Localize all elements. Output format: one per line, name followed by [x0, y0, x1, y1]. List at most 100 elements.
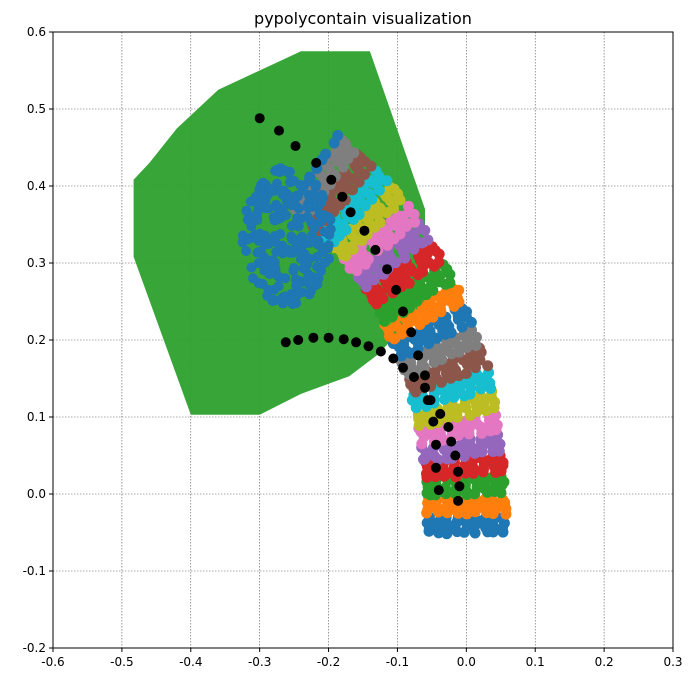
band-point: [385, 215, 397, 227]
x-tick-label: -0.6: [41, 655, 64, 669]
black-point: [290, 141, 301, 151]
black-point: [326, 174, 337, 185]
blue-cluster-point: [304, 173, 315, 184]
blue-cluster-point: [266, 255, 277, 266]
blue-cluster-point: [293, 275, 304, 286]
black-point: [351, 337, 362, 348]
blue-cluster-point: [307, 230, 317, 241]
blue-cluster-point: [307, 201, 318, 212]
blue-cluster-point: [265, 184, 276, 195]
black-point: [453, 495, 464, 506]
x-tick-label: 0.3: [663, 655, 682, 669]
black-point: [338, 334, 349, 345]
plot-area: [133, 51, 512, 540]
y-tick-label: -0.2: [23, 641, 46, 655]
blue-cluster-point: [281, 210, 292, 221]
blue-cluster-point: [319, 257, 330, 268]
blue-cluster-point: [325, 224, 336, 235]
blue-cluster-point: [272, 214, 283, 225]
black-point: [280, 337, 291, 348]
blue-cluster-point: [304, 237, 315, 248]
blue-cluster-point: [241, 246, 252, 256]
black-point: [425, 395, 436, 406]
axis-ticks: -0.6 -0.5 -0.4 -0.3 -0.2 -0.1 0.0 0.1 0.2 0.3 -0.2…: [23, 25, 683, 669]
band-point: [409, 216, 421, 228]
blue-cluster-point: [286, 192, 297, 203]
blue-cluster-point: [304, 275, 315, 285]
blue-cluster-point: [298, 263, 309, 274]
blue-cluster-point: [277, 298, 288, 309]
blue-cluster-point: [313, 273, 324, 284]
blue-cluster-point: [279, 185, 289, 196]
black-point: [446, 436, 457, 447]
black-point: [450, 450, 461, 461]
blue-cluster-point: [306, 217, 317, 228]
blue-cluster-point: [304, 289, 315, 300]
chart-title: pypolycontain visualization: [254, 9, 472, 28]
black-point: [435, 408, 446, 419]
black-point: [254, 113, 265, 124]
blue-cluster-point: [254, 247, 265, 257]
blue-cluster-point: [307, 189, 318, 200]
blue-cluster-point: [246, 262, 257, 273]
blue-cluster-point: [269, 295, 280, 306]
x-tick-label: -0.3: [248, 655, 271, 669]
black-point: [420, 382, 430, 393]
black-point: [311, 157, 322, 168]
blue-cluster-point: [304, 253, 315, 264]
x-tick-label: 0.1: [526, 655, 545, 669]
blue-cluster-point: [252, 208, 263, 219]
y-tick-label: 0.5: [27, 102, 46, 116]
black-point: [433, 485, 444, 496]
blue-cluster-point: [315, 217, 326, 227]
black-point: [454, 481, 465, 492]
y-tick-label: 0.4: [27, 179, 46, 193]
blue-cluster-point: [297, 231, 308, 242]
black-point: [308, 332, 319, 343]
black-point: [431, 462, 441, 473]
blue-cluster-point: [291, 216, 302, 227]
blue-cluster-point: [241, 205, 252, 216]
x-tick-label: -0.4: [179, 655, 202, 669]
blue-cluster-point: [273, 281, 284, 292]
x-tick-label: -0.1: [386, 655, 409, 669]
black-point: [453, 466, 464, 477]
black-point: [409, 372, 419, 382]
black-point: [382, 264, 393, 275]
x-tick-label: 0.0: [457, 655, 476, 669]
black-point: [363, 341, 374, 352]
black-point: [443, 422, 454, 432]
blue-cluster-point: [296, 243, 307, 254]
blue-cluster-point: [242, 234, 253, 245]
blue-cluster-point: [289, 263, 299, 273]
y-tick-label: 0.3: [27, 256, 46, 270]
blue-cluster-point: [286, 231, 297, 242]
blue-cluster-point: [258, 189, 269, 200]
blue-cluster-point: [295, 179, 306, 190]
blue-cluster-point: [270, 237, 281, 248]
y-tick-label: 0.1: [27, 410, 46, 424]
x-tick-label: -0.2: [317, 655, 340, 669]
black-point: [345, 207, 356, 218]
black-point: [388, 353, 399, 364]
black-point: [370, 244, 381, 255]
blue-cluster-point: [262, 290, 273, 301]
blue-cluster-point: [253, 278, 264, 289]
blue-cluster-point: [289, 294, 299, 305]
black-point: [413, 350, 424, 361]
y-tick-label: 0.2: [27, 333, 46, 347]
blue-cluster-point: [324, 213, 335, 224]
blue-cluster-point: [260, 203, 271, 214]
band-point: [482, 360, 494, 372]
black-point: [274, 125, 284, 136]
black-point: [375, 346, 386, 357]
black-point: [398, 306, 408, 317]
blue-cluster-point: [264, 269, 275, 280]
x-tick-label: 0.2: [595, 655, 614, 669]
black-point: [323, 332, 334, 343]
blue-cluster-point: [274, 167, 285, 177]
black-point: [391, 284, 402, 295]
black-point: [420, 370, 430, 381]
blue-cluster-point: [317, 244, 328, 255]
